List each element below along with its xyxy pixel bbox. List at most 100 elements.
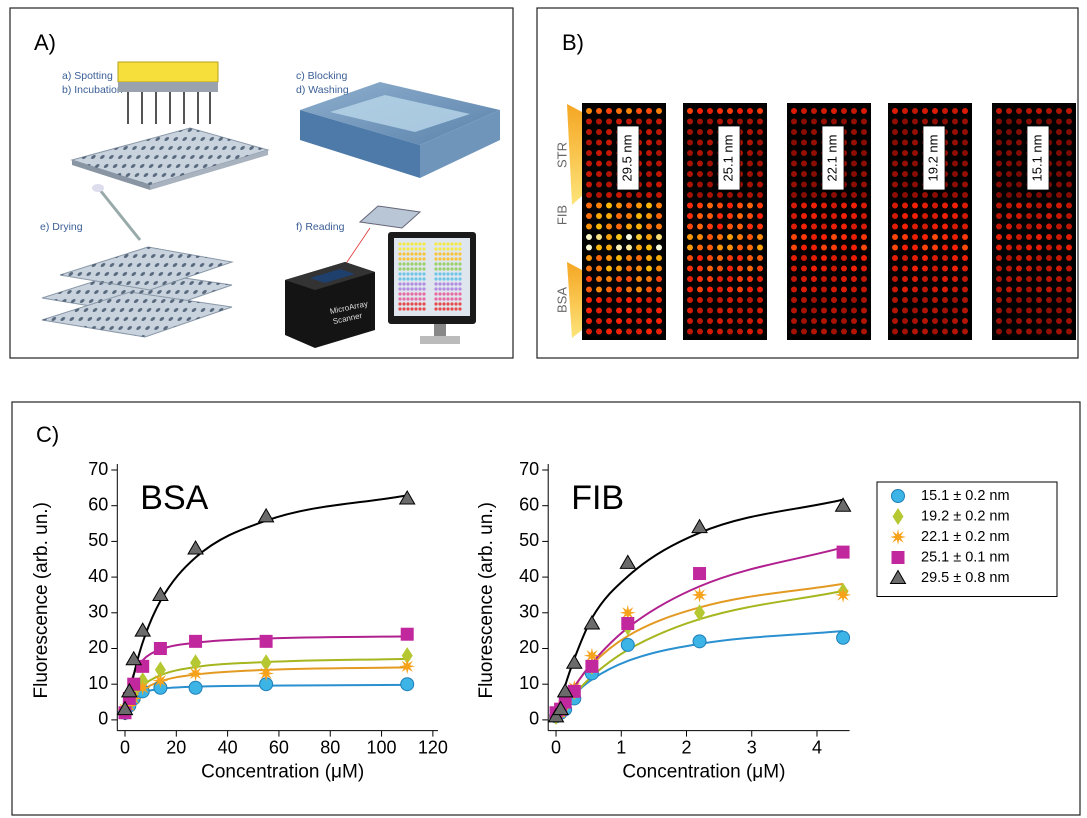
array-spot [861, 276, 867, 282]
array-spot [727, 119, 733, 125]
array-spot [801, 192, 807, 198]
array-spot [902, 329, 908, 335]
array-spot [1006, 287, 1012, 293]
array-spot [831, 119, 837, 125]
array-spot [1006, 119, 1012, 125]
array-spot [801, 108, 807, 114]
array-spot [707, 171, 713, 177]
array-spot [1036, 297, 1042, 303]
array-spot [1026, 192, 1032, 198]
array-spot [791, 276, 797, 282]
x-tick-label: 80 [320, 737, 340, 757]
screen-spot [422, 307, 425, 310]
array-spot [962, 266, 968, 272]
array-spot [811, 318, 817, 324]
array-spot [801, 203, 807, 209]
array-spot [922, 213, 928, 219]
array-spot [811, 192, 817, 198]
array-spot [841, 266, 847, 272]
array-spot [757, 182, 763, 188]
array-spot [717, 245, 723, 251]
array-spot [952, 119, 958, 125]
screen-spot [406, 292, 409, 295]
array-spot [892, 129, 898, 135]
array-spot [596, 129, 602, 135]
array-spot [646, 224, 652, 230]
array-spot [707, 129, 713, 135]
array-spot [636, 255, 642, 261]
array-spot [747, 255, 753, 261]
y-tick-label: 50 [88, 530, 108, 550]
array-spot [606, 119, 612, 125]
array-spot [687, 297, 693, 303]
array-spot [841, 287, 847, 293]
array-spot [737, 203, 743, 209]
array-spot [646, 329, 652, 335]
array-spot [707, 224, 713, 230]
array-spot [1016, 297, 1022, 303]
array-spot [912, 276, 918, 282]
array-spot [942, 224, 948, 230]
array-spot [596, 287, 602, 293]
array-spot [646, 171, 652, 177]
array-spot [646, 318, 652, 324]
array-spot [747, 245, 753, 251]
screen-spot [410, 252, 413, 255]
array-spot [606, 245, 612, 251]
array-spot [596, 161, 602, 167]
screen-spot [446, 302, 449, 305]
step-label: f) Reading [296, 221, 345, 233]
array-spot [646, 192, 652, 198]
screen-spot [454, 257, 457, 260]
array-spot [707, 150, 713, 156]
array-spot [747, 234, 753, 240]
array-spot [1016, 276, 1022, 282]
array-spot [902, 129, 908, 135]
screen-spot [458, 267, 461, 270]
array-spot [626, 255, 632, 261]
array-spot [791, 266, 797, 272]
array-spot [811, 150, 817, 156]
array-spot [727, 108, 733, 114]
array-spot [707, 234, 713, 240]
array-spot [646, 297, 652, 303]
array-spot [626, 308, 632, 314]
screen-spot [398, 297, 401, 300]
marker [584, 616, 599, 629]
array-spot [932, 287, 938, 293]
array-spot [962, 213, 968, 219]
array-spot [811, 234, 817, 240]
array-spot [596, 276, 602, 282]
screen-spot [418, 287, 421, 290]
array-spot [1006, 129, 1012, 135]
array-spot [952, 108, 958, 114]
array-spot [707, 161, 713, 167]
screen-spot [402, 262, 405, 265]
screen-spot [458, 242, 461, 245]
legend-label: 25.1 ± 0.1 nm [921, 549, 1010, 565]
array-spot [952, 308, 958, 314]
array-spot [1006, 203, 1012, 209]
screen-spot [406, 247, 409, 250]
array-spot [932, 266, 938, 272]
array-spot [902, 150, 908, 156]
array-spot [841, 245, 847, 251]
screen-spot [442, 257, 445, 260]
array-spot [1016, 203, 1022, 209]
blocking-illustration [300, 82, 500, 178]
array-spot [646, 287, 652, 293]
array-spot [851, 329, 857, 335]
array-spot [606, 234, 612, 240]
screen-spot [450, 242, 453, 245]
array-spot [1026, 297, 1032, 303]
array-spot [717, 192, 723, 198]
screen-spot [450, 257, 453, 260]
screen-spot [438, 302, 441, 305]
array-spot [851, 308, 857, 314]
array-spot [851, 150, 857, 156]
screen-spot [410, 262, 413, 265]
array-spot [912, 119, 918, 125]
array-spot [902, 224, 908, 230]
array-spot [606, 182, 612, 188]
screen-spot [450, 247, 453, 250]
